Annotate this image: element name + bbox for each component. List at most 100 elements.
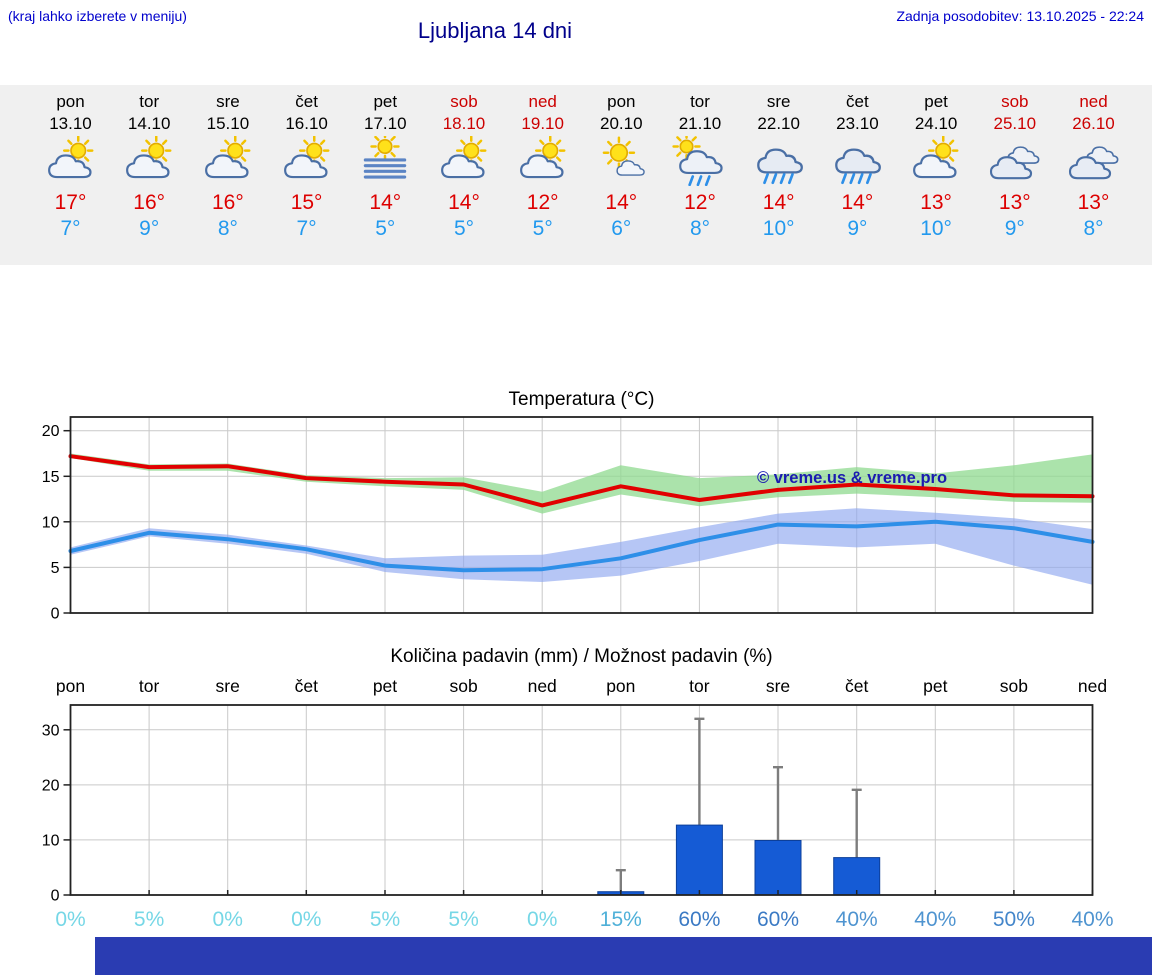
cloudy-icon — [975, 136, 1055, 188]
day-high-temp: 14° — [841, 191, 874, 214]
svg-text:20: 20 — [42, 423, 60, 440]
day-date: 14.10 — [127, 114, 171, 133]
svg-text:0%: 0% — [55, 908, 85, 931]
partly-cloudy-icon — [267, 135, 347, 188]
day-date: 23.10 — [836, 114, 879, 133]
page-title: Ljubljana 14 dni — [417, 18, 573, 43]
svg-text:tor: tor — [689, 676, 710, 696]
svg-text:ned: ned — [528, 676, 557, 696]
forecast-day-column: sre 22.10 14° 10° — [739, 85, 819, 241]
day-name: sob — [450, 92, 478, 111]
svg-text:10: 10 — [42, 514, 60, 531]
day-date: 22.10 — [757, 114, 800, 133]
day-high-temp: 17° — [54, 191, 87, 214]
day-name: čet — [295, 92, 318, 111]
day-high-temp: 14° — [369, 191, 402, 214]
precipitation-chart-title: Količina padavin (mm) / Možnost padavin … — [390, 646, 773, 667]
partly-cloudy-icon — [424, 135, 504, 188]
svg-text:čet: čet — [295, 676, 318, 696]
day-name: pet — [924, 92, 948, 111]
forecast-day-column: tor 21.10 12° 8° — [660, 85, 740, 241]
last-update-label: Zadnja posodobitev: 13.10.2025 - 22:24 — [896, 8, 1144, 24]
day-high-temp: 13° — [920, 191, 952, 214]
watermark: © vreme.us & vreme.pro — [757, 469, 947, 487]
precip-day-labels: pon tor sre čet pet sob ned pon tor sre čet pet sob n… — [56, 676, 1107, 696]
forecast-day-column: pon 13.10 17° 7° — [31, 85, 111, 241]
svg-text:pon: pon — [56, 676, 85, 696]
forecast-day-column: sob 18.10 14° 5° — [424, 85, 504, 241]
svg-text:čet: čet — [845, 676, 868, 696]
forecast-day-column: sob 25.10 13° 9° — [975, 85, 1055, 241]
day-name: sre — [766, 92, 791, 111]
precip-gridlines — [70, 705, 1093, 895]
day-date: 25.10 — [993, 114, 1037, 133]
day-low-temp: 9° — [139, 217, 160, 240]
day-low-temp: 5° — [453, 217, 475, 240]
svg-text:0: 0 — [51, 606, 60, 623]
day-date: 18.10 — [442, 114, 486, 133]
svg-text:pet: pet — [373, 676, 397, 696]
svg-text:15: 15 — [42, 469, 60, 486]
svg-text:5%: 5% — [448, 908, 478, 931]
max-temp-line — [68, 454, 1095, 508]
day-name: ned — [528, 92, 557, 111]
partly-cloudy-icon — [896, 135, 976, 188]
forecast-day-column: čet 23.10 14° 9° — [817, 85, 897, 241]
svg-text:sre: sre — [216, 676, 240, 696]
day-date: 21.10 — [678, 114, 722, 133]
svg-text:60%: 60% — [757, 908, 799, 931]
day-name: pet — [373, 92, 398, 111]
day-date: 24.10 — [914, 114, 958, 133]
day-name: sob — [1001, 92, 1029, 111]
fog-icon — [345, 131, 425, 188]
svg-text:40%: 40% — [1071, 908, 1113, 931]
day-high-temp: 15° — [290, 191, 323, 214]
day-name: sre — [216, 92, 240, 111]
forecast-day-column: sre 15.10 16° 8° — [188, 85, 268, 241]
day-low-temp: 10° — [762, 217, 795, 240]
day-high-temp: 14° — [448, 191, 480, 214]
svg-text:10: 10 — [42, 832, 60, 849]
svg-text:pet: pet — [923, 676, 947, 696]
svg-text:30: 30 — [42, 722, 60, 739]
day-name: tor — [139, 92, 160, 111]
forecast-day-column: ned 26.10 13° 8° — [1054, 85, 1134, 241]
rain-icon — [739, 136, 819, 188]
svg-text:50%: 50% — [993, 908, 1035, 931]
day-low-temp: 5° — [375, 217, 396, 240]
svg-text:15%: 15% — [600, 908, 642, 931]
forecast-day-column: pon 20.10 14° 6° — [581, 85, 661, 241]
svg-text:0%: 0% — [213, 908, 243, 931]
forecast-day-column: čet 16.10 15° 7° — [267, 85, 347, 241]
day-low-temp: 10° — [920, 217, 952, 240]
day-high-temp: 13° — [1077, 191, 1110, 214]
day-low-temp: 8° — [1083, 217, 1104, 240]
day-date: 16.10 — [285, 114, 328, 133]
svg-text:40%: 40% — [836, 908, 878, 931]
max-temp-range-band — [70, 453, 1093, 514]
day-name: tor — [690, 92, 710, 111]
svg-text:tor: tor — [139, 676, 160, 696]
svg-text:0%: 0% — [527, 908, 557, 931]
precipitation-chart: pon tor sre čet pet sob ned pon tor sre čet pet sob n… — [42, 676, 1114, 931]
svg-text:5%: 5% — [134, 908, 164, 931]
day-name: ned — [1079, 92, 1108, 111]
forecast-day-column: pet 17.10 14° 5° — [345, 85, 425, 241]
forecast-day-column: pet 24.10 13° 10° — [896, 85, 976, 241]
svg-text:sob: sob — [449, 676, 477, 696]
forecast-day-column: ned 19.10 12° 5° — [503, 85, 583, 241]
day-low-temp: 7° — [296, 217, 317, 240]
precip-bars — [597, 824, 881, 896]
day-high-temp: 12° — [526, 191, 559, 214]
min-temp-line — [68, 519, 1095, 573]
precip-plot-area — [70, 705, 1093, 895]
svg-text:5: 5 — [51, 560, 60, 577]
svg-text:ned: ned — [1078, 676, 1107, 696]
day-high-temp: 16° — [212, 191, 244, 214]
svg-text:40%: 40% — [914, 908, 956, 931]
svg-text:pon: pon — [606, 676, 635, 696]
temp-y-axis: 0 5 10 15 20 — [42, 423, 71, 623]
svg-text:0: 0 — [51, 888, 60, 905]
day-high-temp: 14° — [762, 191, 795, 214]
day-high-temp: 14° — [605, 191, 638, 214]
